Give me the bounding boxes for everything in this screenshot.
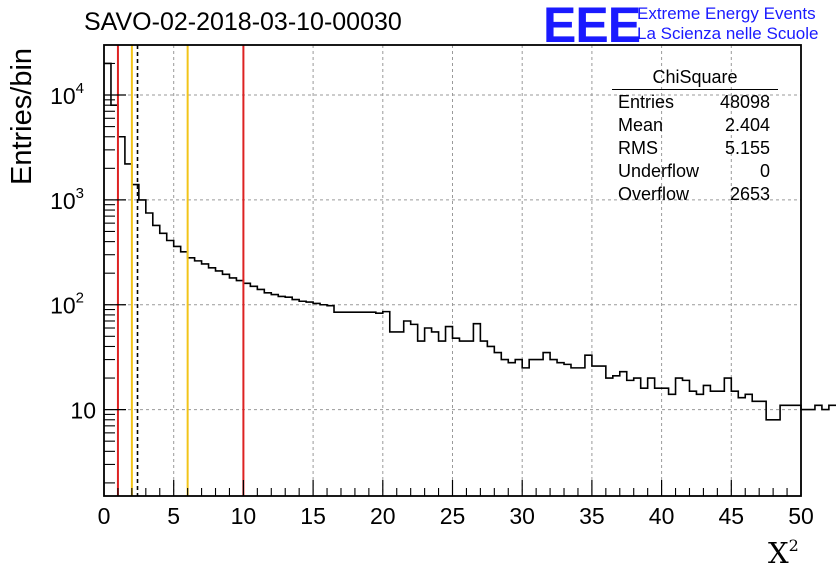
logo-subtitle-1: Extreme Energy Events <box>637 4 816 23</box>
stats-label: Overflow <box>618 183 690 204</box>
y-tick-label-exponent: 2 <box>76 290 84 307</box>
y-tick-label: 102 <box>50 290 84 319</box>
stats-label: RMS <box>618 137 658 158</box>
x-tick-label: 15 <box>300 503 326 529</box>
stats-row-rms: RMS 5.155 <box>612 137 778 160</box>
grid <box>104 45 801 496</box>
stats-label: Entries <box>618 92 675 112</box>
stats-value: 5.155 <box>724 137 770 158</box>
x-tick-label: 0 <box>98 503 111 529</box>
y-tick-label: 104 <box>50 80 84 109</box>
stats-row-mean: Mean 2.404 <box>612 114 778 137</box>
x-tick-label: 20 <box>370 503 396 529</box>
logo-subtitle-2: La Scienza nelle Scuole <box>637 24 819 43</box>
y-axis-label-text: Entries/bin <box>6 47 38 185</box>
eee-logo: EEE <box>543 0 641 53</box>
axis-ticks <box>103 62 802 496</box>
stats-value: 2.404 <box>724 114 770 135</box>
histogram-series <box>104 62 836 421</box>
x-tick-label: 25 <box>440 503 466 529</box>
chart-title: SAVO-02-2018-03-10-00030 <box>84 8 402 36</box>
stats-row-underflow: Underflow 0 <box>612 160 778 183</box>
y-tick-label-exponent: 3 <box>76 185 84 202</box>
x-tick-labels: 0 5 10 15 20 25 30 35 40 45 50 <box>98 503 814 529</box>
y-tick-label-base: 10 <box>50 83 76 109</box>
stats-label: Mean <box>618 114 664 135</box>
stats-row-overflow: Overflow 2653 <box>612 183 778 206</box>
x-tick-label: 45 <box>719 503 745 529</box>
y-tick-label-exponent: 4 <box>76 80 84 97</box>
x-axis-label-exponent: 2 <box>788 536 799 555</box>
y-tick-label-base: 10 <box>50 188 76 214</box>
stats-row-entries: Entries 48098 <box>612 91 778 114</box>
y-tick-label: 10 <box>70 398 96 424</box>
stats-value: 0 <box>759 160 770 181</box>
stats-label: Underflow <box>618 160 700 181</box>
stats-title: ChiSquare <box>612 66 778 90</box>
stats-value: 2653 <box>729 183 770 204</box>
stats-box: ChiSquare Entries 48098 Mean 2.404 RMS 5.15… <box>612 66 778 206</box>
x-tick-label: 35 <box>579 503 605 529</box>
x-axis-label: X2 <box>768 536 799 570</box>
stats-value: 48098 <box>719 92 770 112</box>
y-tick-label-base: 10 <box>50 293 76 319</box>
x-tick-label: 40 <box>649 503 675 529</box>
x-axis-label-text: X <box>768 536 789 570</box>
y-axis-label: Entries/bin <box>6 48 39 185</box>
x-tick-label: 5 <box>167 503 180 529</box>
x-tick-label: 10 <box>231 503 257 529</box>
x-tick-label: 50 <box>788 503 814 529</box>
x-tick-label: 30 <box>509 503 535 529</box>
y-tick-label: 103 <box>50 185 84 214</box>
marker-lines <box>116 45 245 496</box>
